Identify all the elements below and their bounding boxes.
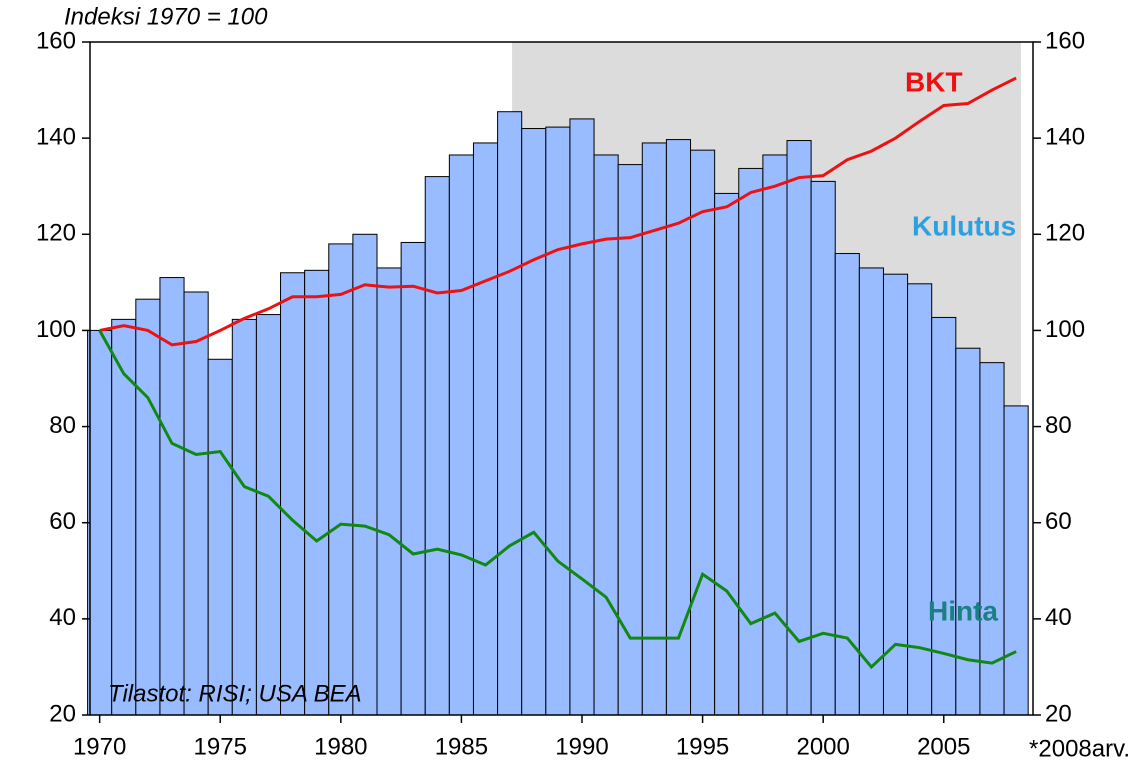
y-tick-label: 140 — [36, 123, 76, 150]
bar — [617, 164, 643, 716]
y-tick-label: 80 — [49, 412, 76, 439]
bar — [159, 277, 185, 716]
bar — [690, 149, 716, 716]
x-note: *2008arv. — [1029, 735, 1130, 762]
bar — [738, 167, 764, 716]
bar — [521, 128, 547, 716]
bar — [448, 154, 474, 716]
bar — [979, 362, 1005, 716]
series-label: Kulutus — [912, 210, 1016, 241]
bar — [135, 298, 161, 716]
x-tick-label: 1985 — [435, 733, 488, 760]
y2-tick-label: 120 — [1045, 220, 1085, 247]
bar — [304, 269, 330, 716]
bar — [834, 253, 860, 716]
bar — [424, 176, 450, 716]
bar — [87, 329, 113, 716]
y2-tick-label: 160 — [1045, 27, 1085, 54]
x-tick-label: 1980 — [314, 733, 367, 760]
y2-tick-label: 100 — [1045, 316, 1085, 343]
source-note: Tilastot: RISI; USA BEA — [108, 680, 362, 707]
bar — [328, 243, 354, 716]
y-tick-label: 60 — [49, 508, 76, 535]
bar — [569, 118, 595, 716]
bar — [858, 267, 884, 716]
bar — [545, 126, 571, 716]
bar — [280, 272, 306, 716]
bar — [111, 318, 137, 716]
bar — [593, 154, 619, 716]
bar — [183, 291, 209, 716]
x-tick-label: 1990 — [555, 733, 608, 760]
x-tick-label: 1995 — [676, 733, 729, 760]
bar — [762, 154, 788, 716]
x-tick-label: 1975 — [194, 733, 247, 760]
bar — [255, 314, 282, 716]
line — [98, 329, 1017, 670]
y2-tick-label: 140 — [1045, 123, 1085, 150]
y-tick-label: 20 — [49, 700, 76, 727]
line — [99, 76, 1017, 347]
bar — [376, 267, 402, 716]
y2-tick-label: 20 — [1045, 700, 1072, 727]
x-tick-label: 2000 — [796, 733, 849, 760]
bar — [207, 358, 233, 716]
y-tick-label: 120 — [36, 220, 76, 247]
series-label: Hinta — [928, 595, 998, 626]
bar — [955, 347, 981, 716]
x-tick-label: 1970 — [73, 733, 126, 760]
bar — [497, 111, 523, 716]
bar — [1003, 405, 1029, 716]
bar — [231, 318, 257, 716]
bar — [472, 142, 499, 716]
plot-frame — [89, 41, 1034, 716]
bar — [400, 241, 426, 716]
bar — [714, 192, 740, 716]
y-tick-label: 100 — [36, 316, 76, 343]
y-tick-label: 40 — [49, 604, 76, 631]
chart-title: Indeksi 1970 = 100 — [64, 3, 268, 30]
y2-tick-label: 80 — [1045, 412, 1072, 439]
bar — [641, 142, 667, 716]
x-tick-label: 2005 — [917, 733, 970, 760]
bar — [352, 233, 378, 716]
y2-tick-label: 60 — [1045, 508, 1072, 535]
bar — [882, 273, 909, 716]
y2-tick-label: 40 — [1045, 604, 1072, 631]
bar — [786, 140, 812, 716]
y-tick-label: 160 — [36, 27, 76, 54]
series-label: BKT — [905, 66, 963, 97]
